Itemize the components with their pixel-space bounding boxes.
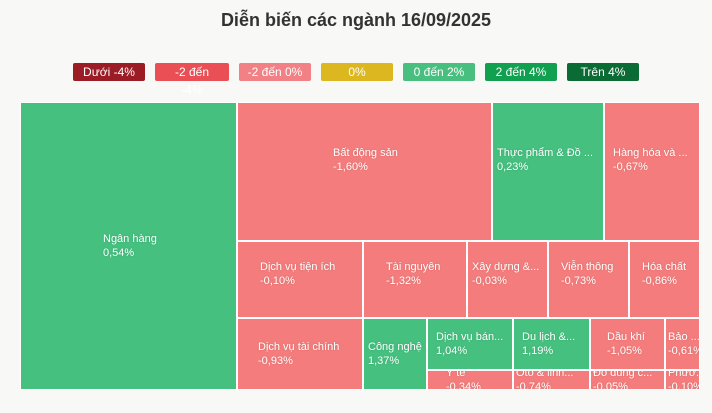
treemap-cell-value: -0,34% [446, 381, 481, 390]
legend-item: Trên 4% [567, 63, 639, 81]
treemap-cell-name: Y tế [446, 370, 466, 379]
treemap-cell: Thực phẩm & Đồ ... 0,23% [492, 102, 604, 241]
legend-item: -2 đến 0% [239, 63, 311, 81]
treemap-cell-value: 0,23% [497, 160, 529, 173]
treemap-cell-name: Thực phẩm & Đồ ... [497, 146, 594, 159]
treemap-cell-name: Xây dựng &... [472, 260, 540, 273]
treemap-cell: Dầu khí -1,05% [590, 318, 665, 370]
treemap-cell: Công nghệ 1,37% [363, 318, 427, 390]
treemap-cell-label: Công nghệ 1,37% [364, 340, 426, 368]
treemap-cell-value: 1,37% [368, 355, 400, 367]
treemap-cell: Dịch vụ tiện ích -0,10% [237, 241, 363, 318]
treemap-cell-label: Thực phẩm & Đồ ... 0,23% [493, 146, 603, 174]
treemap-cell-name: Bảo ... [668, 331, 700, 343]
treemap-cell-label: Dầu khí -1,05% [591, 330, 664, 358]
treemap-cell-label: Phươ... -0,10% [666, 370, 700, 390]
treemap-cell-label: Du lịch &... 1,19% [514, 330, 589, 358]
treemap-cell-name: Dịch vụ bán... [436, 331, 504, 343]
treemap-cell: Phươ... -0,10% [665, 370, 700, 390]
treemap-cell-value: -0,67% [613, 160, 648, 173]
treemap-cell-label: Dịch vụ tài chính -0,93% [238, 340, 362, 368]
treemap-cell-label: Ôtô & linh... -0,74% [514, 370, 589, 390]
treemap-cell-name: Ôtô & linh... [516, 370, 574, 379]
treemap-cell-label: Dịch vụ bán... 1,04% [428, 330, 512, 358]
legend-item: 0 đến 2% [403, 63, 475, 81]
treemap-cell-label: Ngân hàng 0,54% [21, 232, 236, 260]
treemap-cell-value: 1,19% [522, 345, 554, 357]
treemap-cell-value: -0,10% [260, 274, 295, 287]
treemap-cell: Bảo ... -0,61% [665, 318, 700, 370]
treemap-cell-value: 1,04% [436, 345, 468, 357]
treemap-cell-name: Du lịch &... [522, 331, 576, 343]
treemap-cell-name: Ngân hàng [103, 233, 157, 245]
treemap-cell-name: Phươ... [668, 370, 700, 379]
treemap-cell-name: Hóa chất [642, 260, 687, 273]
legend: Dưới -4% -2 đến -4% -2 đến 0% 0% 0 đến 2… [0, 63, 712, 97]
treemap-cell-label: Đồ dùng c... -0,05% [591, 370, 664, 390]
treemap-cell: Du lịch &... 1,19% [513, 318, 590, 370]
treemap-cell-label: Xây dựng &... -0,03% [468, 260, 547, 288]
treemap-cell: Bất động sản -1,60% [237, 102, 492, 241]
treemap-cell-label: Hàng hóa và ... -0,67% [605, 146, 699, 174]
treemap-cell-value: -0,03% [472, 274, 507, 287]
treemap-cell-label: Viễn thông -0,73% [549, 260, 628, 288]
treemap-cell-value: -0,73% [561, 274, 596, 287]
treemap-cell: Đồ dùng c... -0,05% [590, 370, 665, 390]
legend-item: 2 đến 4% [485, 63, 557, 81]
treemap-cell-value: -0,10% [668, 381, 700, 390]
treemap: Ngân hàng 0,54% Bất động sản -1,60% Thực phẩ… [20, 102, 700, 390]
legend-item: 0% [321, 63, 393, 81]
legend-item: -2 đến -4% [155, 63, 229, 97]
legend-item: Dưới -4% [73, 63, 145, 81]
treemap-cell: Xây dựng &... -0,03% [467, 241, 548, 318]
treemap-cell: Hàng hóa và ... -0,67% [604, 102, 700, 241]
treemap-cell-name: Công nghệ [368, 341, 422, 353]
treemap-cell: Y tế -0,34% [427, 370, 513, 390]
treemap-cell-value: -0,05% [593, 381, 628, 390]
treemap-cell-name: Bất động sản [333, 146, 398, 159]
treemap-cell-value: -0,93% [258, 355, 293, 367]
treemap-cell: Tài nguyên -1,32% [363, 241, 467, 318]
treemap-cell-name: Dịch vụ tài chính [258, 341, 340, 353]
treemap-cell-name: Dịch vụ tiện ích [260, 260, 336, 273]
treemap-cell: Viễn thông -0,73% [548, 241, 629, 318]
treemap-cell-value: 0,54% [103, 247, 135, 259]
treemap-cell-value: -0,74% [516, 381, 551, 390]
treemap-cell-value: -0,86% [642, 274, 677, 287]
treemap-cell-name: Đồ dùng c... [593, 370, 653, 379]
treemap-cell: Ôtô & linh... -0,74% [513, 370, 590, 390]
treemap-cell: Dịch vụ bán... 1,04% [427, 318, 513, 370]
treemap-cell-name: Viễn thông [561, 260, 614, 273]
treemap-cell: Ngân hàng 0,54% [20, 102, 237, 390]
treemap-cell-value: -1,60% [333, 160, 368, 173]
chart-title: Diễn biến các ngành 16/09/2025 [220, 10, 492, 30]
treemap-cell-value: -1,32% [386, 274, 421, 287]
treemap-cell-label: Bất động sản -1,60% [238, 146, 491, 174]
treemap-cell-name: Dầu khí [607, 331, 645, 343]
treemap-cell-value: -0,61% [668, 345, 700, 357]
treemap-cell-label: Y tế -0,34% [428, 370, 512, 390]
treemap-cell-name: Tài nguyên [386, 260, 441, 273]
treemap-cell-value: -1,05% [607, 345, 642, 357]
treemap-cell-label: Bảo ... -0,61% [666, 330, 699, 358]
treemap-cell-label: Tài nguyên -1,32% [364, 260, 466, 288]
treemap-cell-label: Dịch vụ tiện ích -0,10% [238, 260, 362, 288]
treemap-cell-name: Hàng hóa và ... [613, 146, 688, 159]
treemap-cell-label: Hóa chất -0,86% [630, 260, 699, 288]
treemap-cell: Hóa chất -0,86% [629, 241, 700, 318]
treemap-cell: Dịch vụ tài chính -0,93% [237, 318, 363, 390]
